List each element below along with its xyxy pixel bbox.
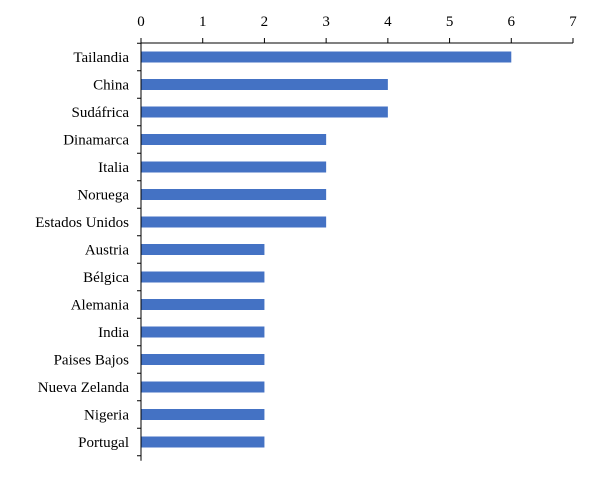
category-label: Dinamarca xyxy=(63,133,129,149)
category-label: China xyxy=(93,78,129,94)
x-tick-label: 5 xyxy=(446,14,454,30)
category-labels: Tailandia China Sudáfrica Dinamarca Italia No… xyxy=(35,42,141,457)
bar xyxy=(141,409,265,420)
bar xyxy=(141,271,265,283)
category-label: Tailandia xyxy=(73,50,129,66)
bar xyxy=(141,189,327,200)
x-axis-ticks: 0 1 2 3 4 5 6 7 xyxy=(137,14,577,43)
bar xyxy=(141,381,265,393)
category-label: Austria xyxy=(85,243,130,259)
bar xyxy=(141,51,512,63)
category-label: Nigeria xyxy=(84,408,129,424)
x-tick-label: 4 xyxy=(384,14,392,30)
bar xyxy=(141,134,327,145)
x-tick-label: 3 xyxy=(322,14,330,30)
category-label: Noruega xyxy=(77,188,129,204)
bar xyxy=(141,299,265,310)
x-tick-label: 6 xyxy=(508,14,516,30)
bar xyxy=(141,244,265,255)
category-label: Alemania xyxy=(71,298,130,314)
bar xyxy=(141,326,265,338)
category-label: Estados Unidos xyxy=(35,215,129,231)
category-label: Bélgica xyxy=(83,270,129,286)
bars xyxy=(141,51,512,448)
x-tick-label: 2 xyxy=(261,14,269,30)
bar xyxy=(141,436,265,448)
x-tick-label: 7 xyxy=(569,14,577,30)
category-label: Nueva Zelanda xyxy=(38,380,130,396)
category-label: Paises Bajos xyxy=(54,353,130,369)
x-tick-label: 0 xyxy=(137,14,145,30)
bar xyxy=(141,79,388,90)
bar xyxy=(141,216,327,228)
category-label: Portugal xyxy=(78,435,129,451)
category-label: Italia xyxy=(98,160,129,176)
x-tick-label: 1 xyxy=(199,14,207,30)
bar xyxy=(141,106,388,118)
bar xyxy=(141,354,265,365)
category-label: India xyxy=(98,325,129,341)
category-label: Sudáfrica xyxy=(72,105,130,121)
bar xyxy=(141,161,327,173)
